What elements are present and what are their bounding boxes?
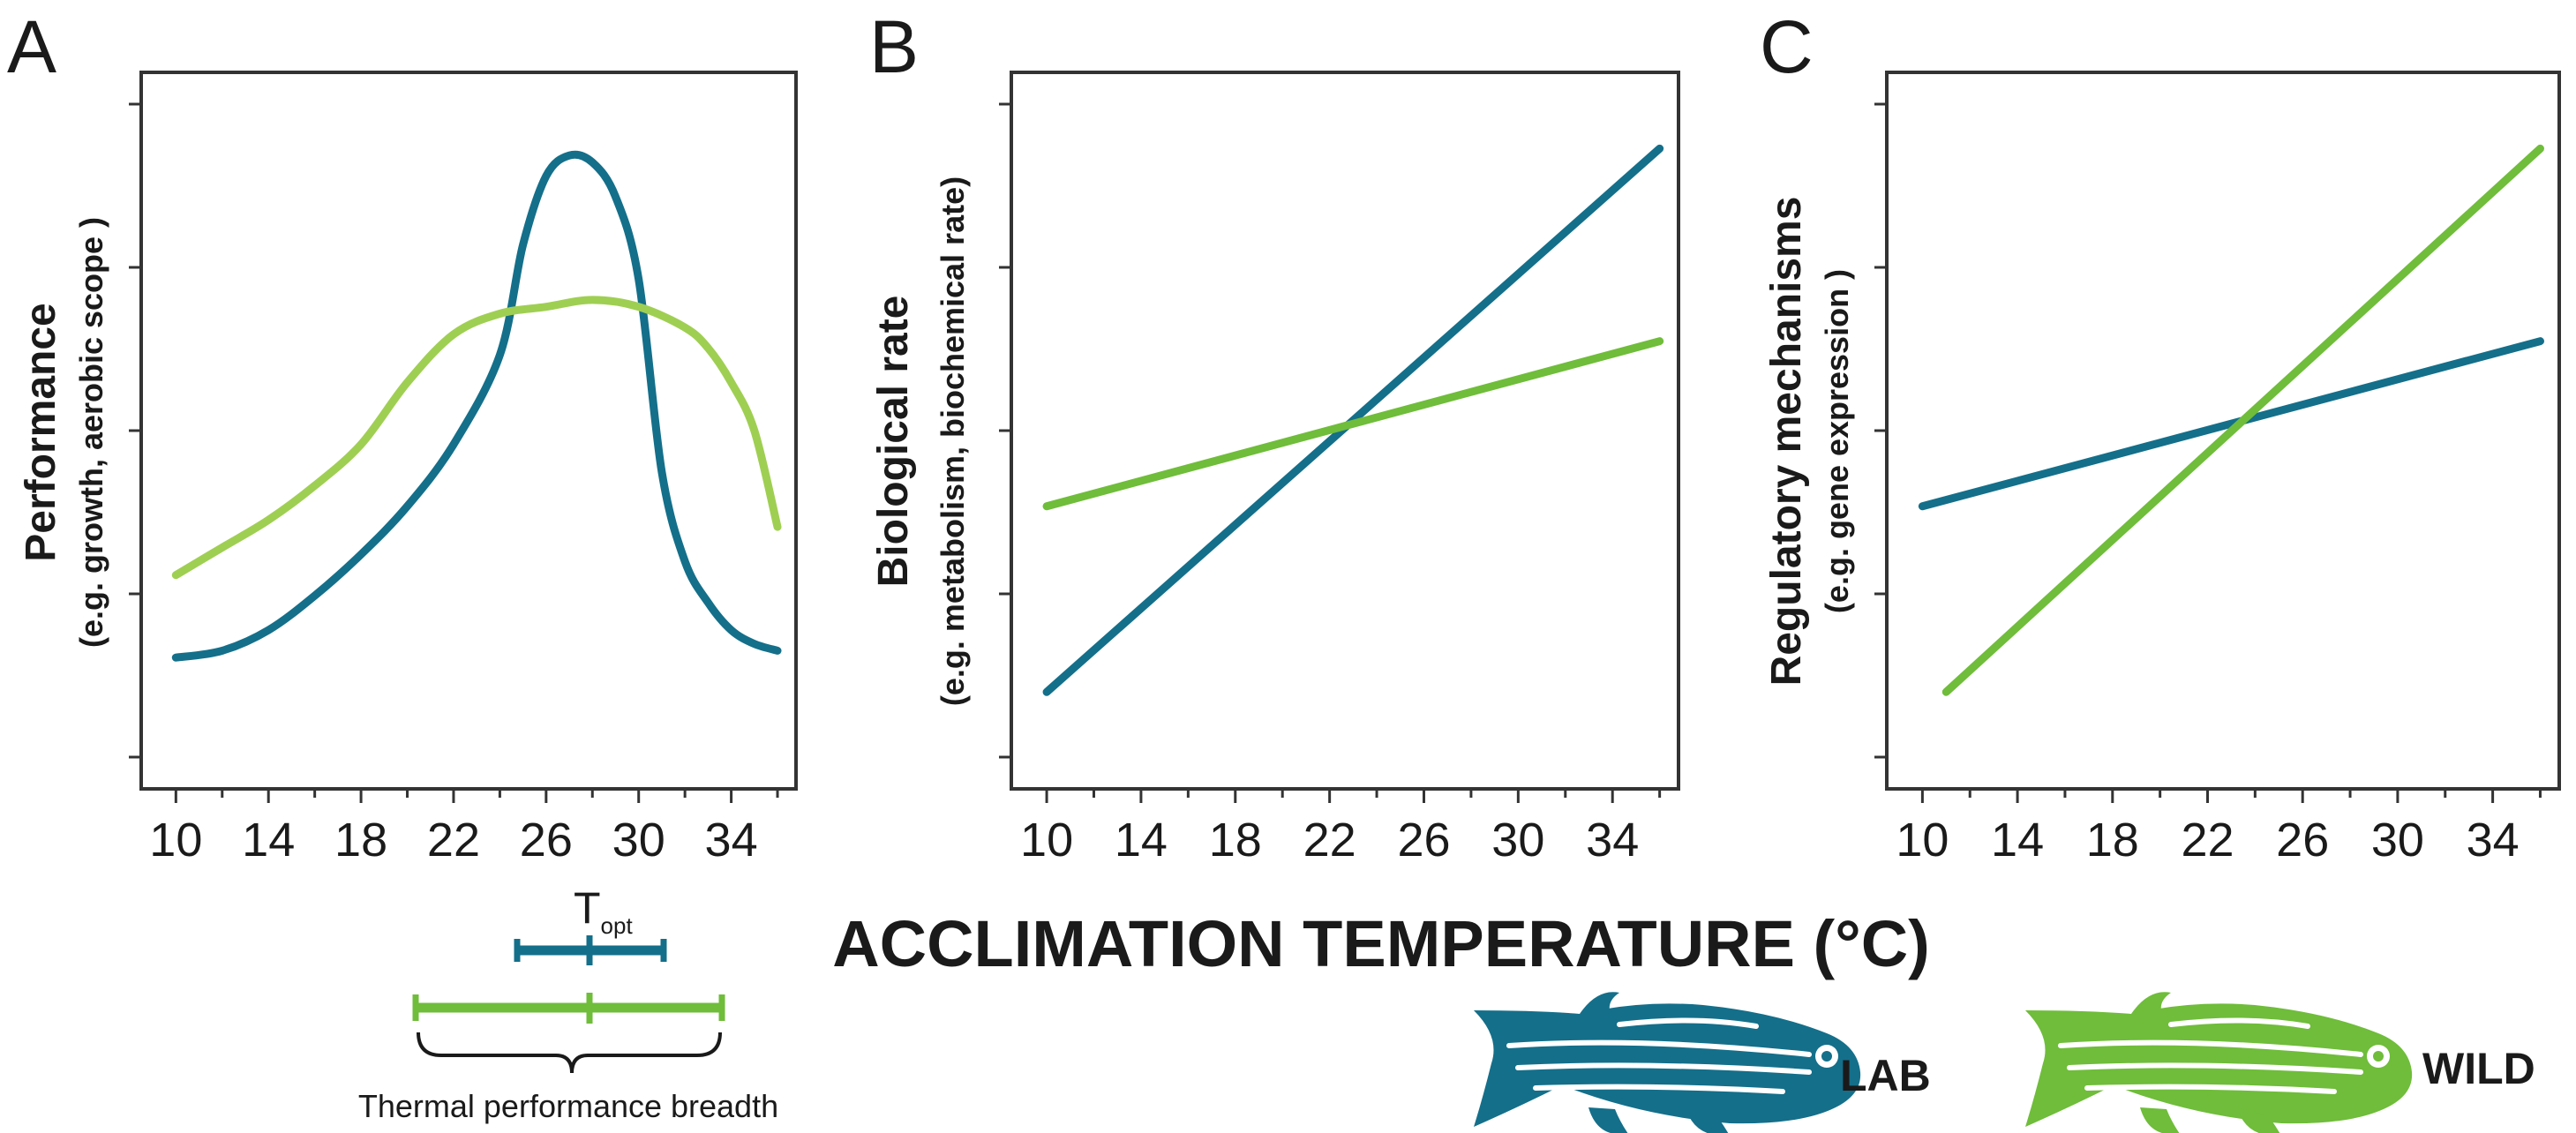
x-tick-label: 26 — [2276, 814, 2329, 867]
series-line-lab — [171, 150, 782, 662]
x-tick-label: 30 — [1491, 814, 1544, 867]
topt-main: T — [574, 883, 601, 933]
plot-frame-a — [139, 71, 798, 791]
panel-a: A 10 14 18 22 26 30 34 Performance (e.g. growt… — [7, 5, 798, 867]
y-ticks-c — [1874, 102, 1887, 759]
x-tick-label: 14 — [242, 814, 295, 867]
y-axis-subtitle-c: (e.g. gene expression ) — [1819, 269, 1855, 613]
y-axis-title-a: Performance — [18, 303, 64, 561]
y-axis-label-c: Regulatory mechanisms (e.g. gene express… — [1763, 197, 1855, 687]
y-axis-subtitle-a: (e.g. growth, aerobic scope ) — [73, 217, 109, 648]
series-line-wild — [1941, 144, 2544, 696]
panel-letter-b: B — [869, 5, 919, 88]
x-ticks-b: 10 14 18 22 26 30 34 — [1020, 789, 1662, 867]
x-tick-label: 22 — [427, 814, 480, 867]
x-tick-label: 30 — [2371, 814, 2424, 867]
x-tick-label: 34 — [1586, 814, 1639, 867]
series-line-lab — [1918, 337, 2544, 511]
breadth-brace — [417, 1032, 722, 1074]
x-tick-label: 34 — [2467, 814, 2520, 867]
legend-label-lab: LAB — [1840, 1051, 1931, 1100]
x-tick-label: 18 — [1209, 814, 1262, 867]
panel-letter-a: A — [7, 5, 56, 88]
x-tick-label: 18 — [334, 814, 387, 867]
series-line-wild — [171, 296, 782, 580]
y-ticks-b — [999, 102, 1011, 759]
series-group-c — [1918, 144, 2544, 696]
series-line-wild — [1042, 337, 1664, 511]
x-tick-label: 26 — [1397, 814, 1450, 867]
legend-label-wild: WILD — [2422, 1044, 2535, 1093]
panel-c: C 10 14 18 22 26 30 34 Regulatory mechanisms (… — [1760, 5, 2561, 867]
x-tick-label: 22 — [2181, 814, 2234, 867]
x-tick-label: 30 — [612, 814, 665, 867]
x-ticks-a: 10 14 18 22 26 30 34 — [149, 789, 779, 867]
series-group-a — [171, 150, 782, 662]
legend: LAB WILD — [1474, 992, 2535, 1133]
x-tick-label: 34 — [705, 814, 758, 867]
panel-b: B 10 14 18 22 26 30 34 Biological rate (e.g. m… — [869, 5, 1680, 867]
zebrafish-icon — [2025, 992, 2413, 1133]
y-ticks-a — [129, 102, 141, 759]
series-group-b — [1042, 144, 1664, 696]
y-axis-label-a: Performance (e.g. growth, aerobic scope … — [18, 217, 109, 648]
x-tick-label: 10 — [1896, 814, 1949, 867]
topt-label: Topt — [574, 883, 633, 939]
x-ticks-c: 10 14 18 22 26 30 34 — [1896, 789, 2542, 867]
x-axis-title: ACCLIMATION TEMPERATURE (°C) — [832, 907, 1930, 980]
x-tick-label: 26 — [520, 814, 573, 867]
y-axis-subtitle-b: (e.g. metabolism, biochemical rate) — [935, 176, 971, 706]
thermal-breadth-label: Thermal performance breadth — [358, 1088, 778, 1124]
x-tick-label: 18 — [2086, 814, 2139, 867]
topt-subscript: opt — [601, 912, 634, 939]
x-tick-label: 14 — [1991, 814, 2044, 867]
y-axis-title-b: Biological rate — [870, 296, 917, 588]
plot-frame-c — [1885, 71, 2561, 791]
y-axis-title-c: Regulatory mechanisms — [1763, 197, 1810, 687]
x-tick-label: 10 — [149, 814, 202, 867]
zebrafish-icon — [1474, 992, 1861, 1133]
thermal-breadth-annotation: Topt Thermal performance breadth — [358, 883, 778, 1124]
panel-letter-c: C — [1760, 5, 1814, 88]
x-tick-label: 22 — [1303, 814, 1356, 867]
x-tick-label: 14 — [1115, 814, 1168, 867]
x-tick-label: 10 — [1020, 814, 1073, 867]
y-axis-label-b: Biological rate (e.g. metabolism, bioche… — [870, 176, 971, 706]
